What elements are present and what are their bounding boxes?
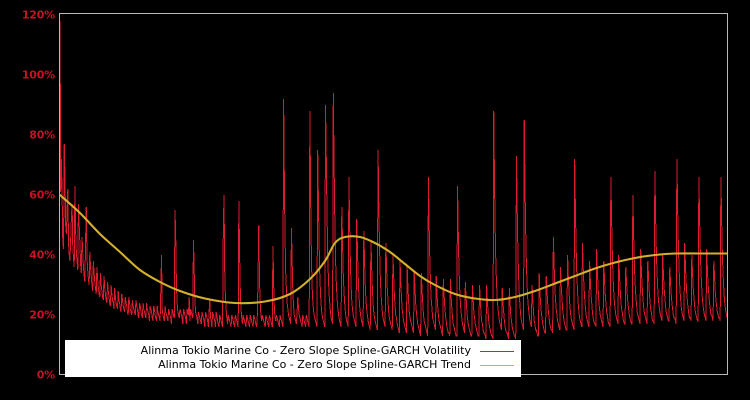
y-axis-tick-label: 120%: [21, 8, 55, 22]
chart-legend: Alinma Tokio Marine Co - Zero Slope Spli…: [65, 340, 521, 377]
trend-series: [60, 193, 728, 305]
volatility-series: [60, 20, 728, 340]
legend-swatch-volatility: [480, 350, 514, 352]
legend-label-trend: Alinma Tokio Marine Co - Zero Slope Spli…: [158, 358, 471, 371]
legend-item-trend[interactable]: Alinma Tokio Marine Co - Zero Slope Spli…: [72, 358, 514, 372]
y-axis-tick-label: 0%: [36, 368, 55, 382]
y-axis-tick-label: 80%: [29, 128, 55, 142]
plot-area: [60, 14, 728, 375]
legend-item-volatility[interactable]: Alinma Tokio Marine Co - Zero Slope Spli…: [72, 344, 514, 358]
plot-frame: [59, 13, 728, 375]
legend-label-volatility: Alinma Tokio Marine Co - Zero Slope Spli…: [140, 344, 471, 357]
chart-series-svg: [60, 20, 728, 340]
legend-swatch-trend: [480, 364, 514, 366]
y-axis-tick-label: 100%: [21, 68, 55, 82]
y-axis-tick-label: 60%: [29, 188, 55, 202]
y-axis-tick-label: 40%: [29, 248, 55, 262]
y-axis: 0% 20% 40% 60% 80% 100% 120%: [0, 0, 55, 400]
y-axis-tick-label: 20%: [29, 308, 55, 322]
